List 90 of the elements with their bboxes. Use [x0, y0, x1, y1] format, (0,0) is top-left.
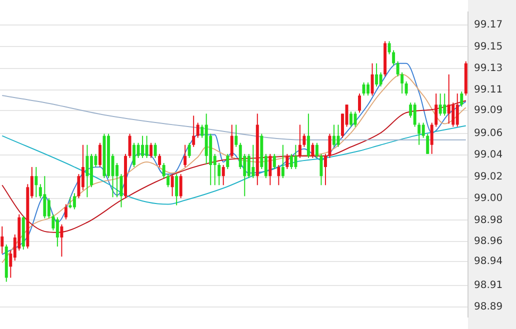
candlestick	[315, 142, 318, 158]
y-tick-label: 99.11	[474, 84, 503, 96]
candlestick	[447, 74, 450, 124]
candlestick	[222, 164, 225, 186]
candlestick	[128, 133, 132, 158]
candlestick	[418, 122, 421, 146]
candlestick	[150, 142, 153, 158]
candlestick	[179, 174, 182, 199]
candlestick	[438, 93, 442, 116]
candlestick	[434, 93, 438, 128]
candlestick	[230, 124, 234, 158]
candlestick	[281, 144, 284, 179]
candlestick	[64, 204, 68, 220]
candlestick	[294, 144, 298, 170]
candlestick	[379, 72, 382, 87]
line-series	[2, 125, 466, 205]
candlestick	[430, 122, 434, 154]
y-tick-label: 99.06	[474, 128, 503, 140]
candlestick	[332, 124, 336, 148]
candlestick	[141, 135, 144, 158]
candlestick	[350, 111, 352, 128]
y-tick-label: 98.89	[474, 302, 503, 313]
candlestick	[311, 142, 314, 158]
candlestick	[162, 162, 166, 179]
y-tick-label: 98.96	[474, 236, 503, 247]
y-tick-label: 98.94	[474, 256, 503, 268]
candlestick	[286, 153, 289, 170]
candlestick	[336, 124, 340, 148]
candlestick	[188, 142, 191, 158]
candlestick	[192, 115, 196, 148]
candlestick	[184, 144, 187, 168]
y-tick-label: 99.09	[474, 105, 503, 116]
candlestick	[196, 122, 200, 138]
candlestick	[86, 144, 89, 198]
y-tick-label: 99.02	[474, 171, 503, 182]
candlestick	[252, 144, 255, 179]
candlestick	[234, 124, 238, 148]
candlestick	[72, 192, 76, 210]
candlestick	[60, 224, 64, 258]
y-tick-label: 99.17	[474, 20, 503, 31]
candlestick	[366, 82, 370, 96]
candlestick	[132, 142, 136, 168]
y-tick-label: 99.13	[474, 62, 503, 74]
candlestick	[175, 174, 178, 206]
candlestick	[456, 93, 459, 128]
candlestick	[290, 153, 293, 170]
candlestick	[170, 174, 174, 197]
candlestick	[68, 196, 72, 209]
candlestick	[306, 113, 310, 158]
candlestick	[452, 102, 455, 128]
y-tick-label: 98.98	[474, 214, 503, 226]
candlestick	[298, 124, 302, 158]
candlestick	[328, 133, 332, 158]
candlestick	[370, 62, 374, 96]
candlestick	[247, 153, 250, 179]
candlestick	[320, 153, 323, 186]
candlestick	[277, 164, 280, 186]
candlestick	[400, 72, 404, 94]
candlestick	[226, 153, 230, 170]
y-tick-label: 99.04	[474, 150, 503, 161]
candlestick	[158, 153, 162, 168]
candlestick	[43, 176, 46, 219]
candlestick	[145, 135, 148, 158]
candlestick	[413, 102, 416, 128]
candlestick	[272, 153, 276, 170]
candlestick	[404, 80, 408, 96]
candlestick	[154, 142, 157, 158]
candlestick	[422, 122, 425, 138]
y-tick-label: 99.15	[474, 41, 503, 52]
candlestick	[324, 153, 327, 186]
candlestick	[34, 166, 38, 198]
candlestick	[98, 142, 102, 168]
candlestick	[392, 50, 396, 66]
candlestick	[362, 82, 366, 96]
candlestick	[166, 174, 170, 188]
y-tick-label: 99.00	[474, 193, 503, 204]
candlestick	[443, 93, 446, 116]
candlestick	[268, 153, 272, 186]
candlestick	[460, 91, 464, 108]
candlestick	[375, 62, 378, 87]
candlestick	[0, 226, 4, 254]
candlestick	[396, 60, 400, 77]
y-tick-label: 98.91	[474, 280, 503, 291]
candlestick	[388, 40, 391, 55]
candlestick	[426, 133, 430, 154]
candlestick	[302, 133, 306, 148]
candlestick	[358, 93, 361, 114]
candlestick	[47, 198, 50, 219]
candlestick	[56, 216, 59, 248]
candlestick	[218, 162, 221, 186]
